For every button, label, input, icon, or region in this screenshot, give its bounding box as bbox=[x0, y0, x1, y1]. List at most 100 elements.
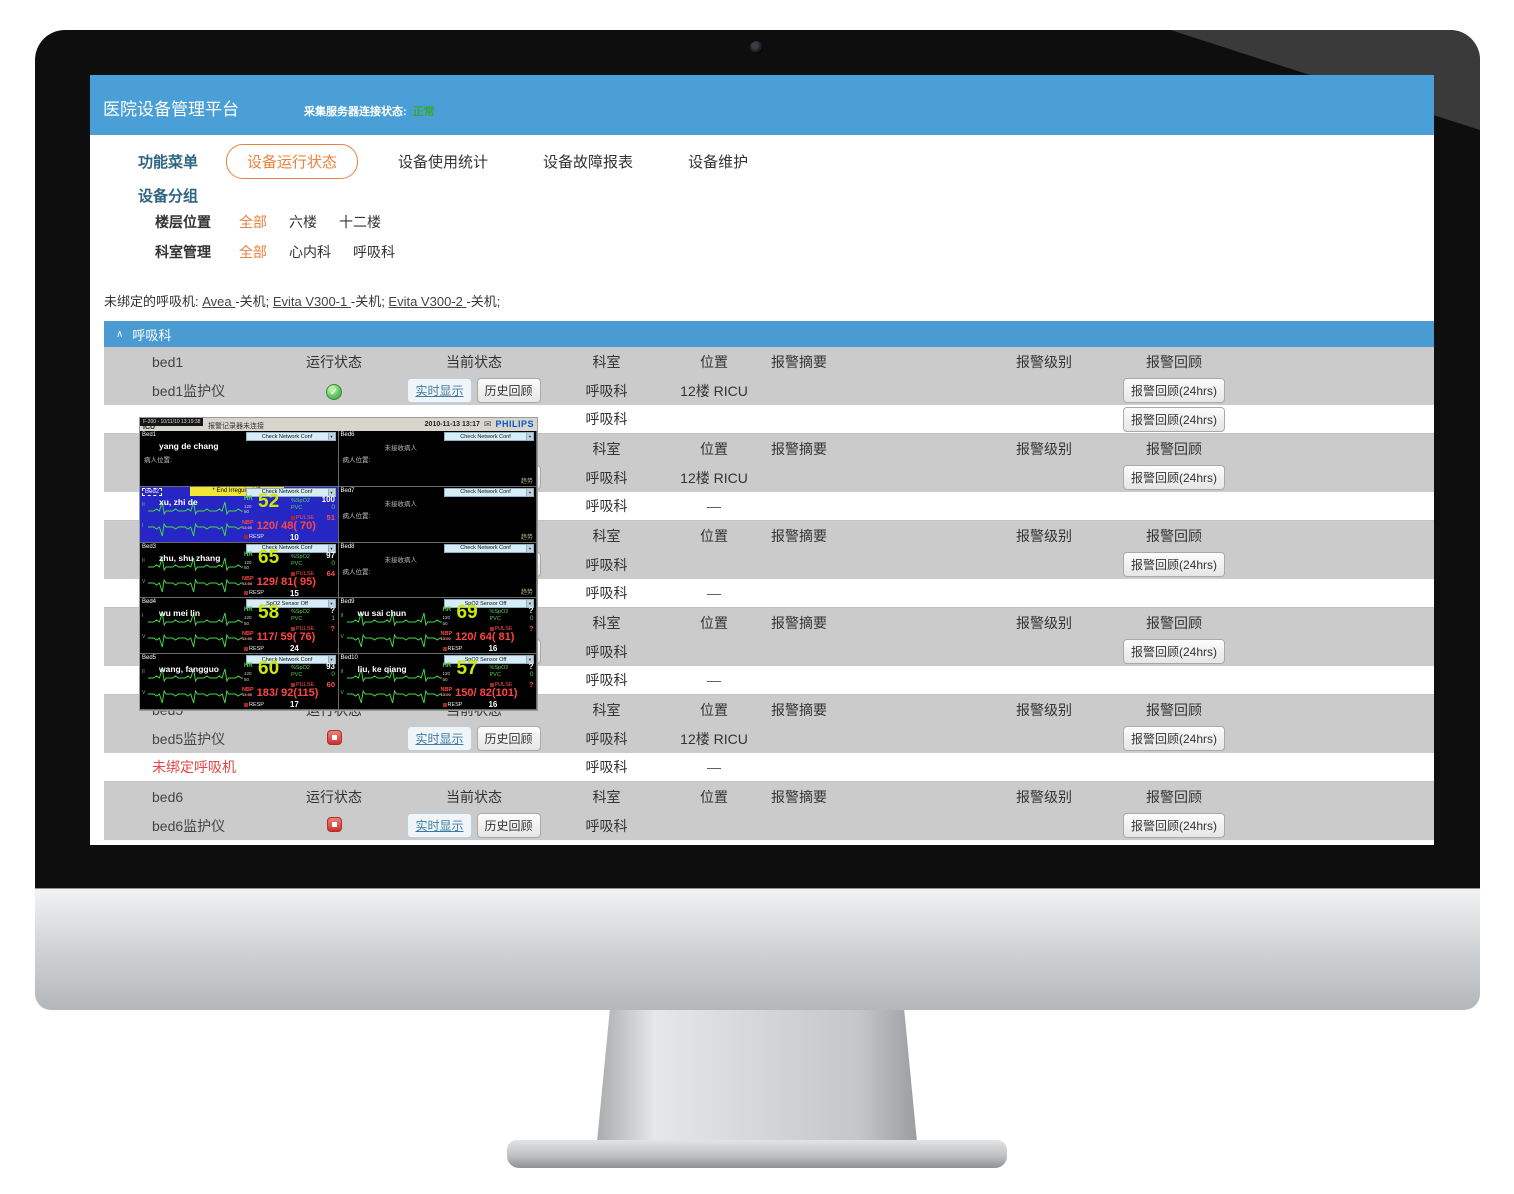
filter-option-department-2[interactable]: 呼吸科 bbox=[353, 244, 395, 260]
alarm-review-button[interactable]: 报警回顾(24hrs) bbox=[1122, 639, 1225, 664]
current-status-cell: 实时显示历史回顾 bbox=[394, 813, 554, 838]
alarm-off-icon bbox=[244, 702, 248, 707]
lead-label: II bbox=[142, 557, 145, 564]
alarm-review-button[interactable]: 报警回顾(24hrs) bbox=[1122, 726, 1225, 751]
monitor-row: bed5监护仪 实时显示 历史回顾 呼吸科 12楼 RICU 报警回顾(24hrs) bbox=[104, 724, 1434, 753]
alarm-recorder-message: 报警记录器未连接 bbox=[208, 423, 264, 430]
dept-cell: 呼吸科 bbox=[585, 556, 628, 573]
tab-device-fault-report[interactable]: 设备故障报表 bbox=[543, 153, 634, 171]
patient-name: wu mei lin bbox=[159, 608, 201, 619]
col-alarm-summary-label: 报警摘要 bbox=[771, 440, 827, 457]
status-stopped-icon bbox=[326, 729, 342, 745]
resp-row: RESP 15 bbox=[244, 589, 299, 597]
realtime-display-button[interactable]: 实时显示 bbox=[407, 813, 472, 838]
ventilator-link[interactable]: Evita V300-2 bbox=[388, 294, 467, 309]
pulse-row: PULSE? bbox=[291, 624, 335, 633]
tab-device-maintenance[interactable]: 设备维护 bbox=[688, 153, 749, 171]
realtime-display-button[interactable]: 实时显示 bbox=[407, 726, 472, 751]
dropdown-arrow-icon: ▼ bbox=[526, 433, 533, 440]
col-alarm-review-label: 报警回顾 bbox=[1146, 527, 1202, 544]
hr-alarm-limits: 120 50 bbox=[244, 615, 252, 627]
alarm-review-button[interactable]: 报警回顾(24hrs) bbox=[1122, 552, 1225, 577]
pvc-label: PVC bbox=[489, 672, 501, 679]
monitor-chin bbox=[35, 888, 1480, 1010]
pulse-row: PULSE? bbox=[489, 624, 534, 633]
alarm-review-button[interactable]: 报警回顾(24hrs) bbox=[1122, 813, 1225, 838]
monitor-stand-neck bbox=[597, 1010, 917, 1142]
bed-label: Bed4 bbox=[142, 599, 157, 606]
alarm-off-icon bbox=[442, 702, 447, 707]
alarm-off-icon bbox=[244, 535, 248, 540]
col-alarm-summary-label: 报警摘要 bbox=[771, 527, 827, 544]
history-review-button[interactable]: 历史回顾 bbox=[476, 378, 541, 403]
nbp-label: NBP 13:00 bbox=[440, 687, 453, 698]
network-conf-dropdown[interactable]: SpO2 Sensor Off ▼ bbox=[444, 655, 534, 665]
network-conf-dropdown[interactable]: Check Network Conf ▼ bbox=[245, 543, 336, 553]
pvc-label: PVC bbox=[489, 616, 501, 623]
alarm-review-button[interactable]: 报警回顾(24hrs) bbox=[1122, 465, 1225, 490]
spo2-row: %SpO2 93 bbox=[291, 662, 335, 671]
patient-location-label: 病人位置: bbox=[342, 568, 371, 576]
alarm-off-icon bbox=[291, 515, 295, 520]
network-conf-dropdown[interactable]: SpO2 Sensor Off ▼ bbox=[444, 599, 534, 609]
alarm-review-button[interactable]: 报警回顾(24hrs) bbox=[1122, 378, 1225, 403]
nbp-time: 13:00 bbox=[242, 524, 253, 530]
lead-label: II bbox=[142, 501, 145, 508]
ventilator-link[interactable]: Avea bbox=[202, 294, 236, 309]
network-conf-dropdown[interactable]: Check Network Conf ▼ bbox=[444, 543, 534, 553]
pvc-row: PVC 0 bbox=[291, 671, 335, 680]
filter-label-floor-location: 楼层位置 bbox=[155, 214, 211, 230]
spo2-value: 100 bbox=[321, 494, 335, 504]
ecg-waveform bbox=[148, 669, 243, 683]
ventilator-status: -关机; bbox=[350, 294, 389, 309]
nbp-value: 120/ 48( 70) bbox=[256, 519, 316, 532]
alarm-review-button[interactable]: 报警回顾(24hrs) bbox=[1122, 406, 1225, 432]
nbp-label: NBP 13:00 bbox=[242, 631, 254, 642]
network-conf-dropdown[interactable]: Check Network Conf ▼ bbox=[245, 655, 336, 665]
hr-label: HR bbox=[244, 495, 253, 502]
bed-label: Bed10 bbox=[340, 655, 358, 662]
resp-value: 16 bbox=[488, 700, 498, 710]
nbp-time: 13:00 bbox=[440, 636, 451, 642]
network-conf-dropdown[interactable]: Check Network Conf ▼ bbox=[245, 487, 336, 497]
pulse-label: PULSE bbox=[291, 571, 314, 577]
history-review-button[interactable]: 历史回顾 bbox=[476, 726, 541, 751]
ventilator-link[interactable]: Evita V300-1 bbox=[272, 294, 351, 309]
nbp-time: 13:00 bbox=[440, 692, 451, 698]
lead-label: V bbox=[142, 578, 146, 585]
network-conf-dropdown[interactable]: SpO2 Sensor Off ▼ bbox=[245, 599, 336, 609]
browser-page: 医院设备管理平台 采集服务器连接状态: 正常 功能菜单 设备运行状态 设备使用统计… bbox=[90, 75, 1434, 845]
col-current-status-label: 当前状态 bbox=[446, 788, 502, 805]
section-bar-respiratory[interactable]: ∧ 呼吸科 bbox=[104, 321, 1434, 347]
network-conf-dropdown[interactable]: Check Network Conf ▼ bbox=[245, 432, 336, 441]
network-conf-dropdown[interactable]: Check Network Conf ▼ bbox=[444, 487, 534, 497]
col-department-label: 科室 bbox=[592, 440, 621, 457]
pvc-label: PVC bbox=[291, 616, 303, 623]
dropdown-value: Check Network Conf bbox=[460, 433, 511, 440]
tab-device-run-status[interactable]: 设备运行状态 bbox=[226, 143, 359, 179]
tab-device-usage-stats[interactable]: 设备使用统计 bbox=[398, 153, 489, 171]
waveform-area: II I bbox=[142, 500, 243, 541]
filter-option-floor-location-1[interactable]: 六楼 bbox=[289, 214, 317, 230]
waveform-area: II V bbox=[341, 611, 442, 652]
ecg-waveform bbox=[346, 669, 442, 683]
filter-option-department-0[interactable]: 全部 bbox=[239, 244, 267, 260]
filter-option-floor-location-0[interactable]: 全部 bbox=[239, 214, 267, 230]
collapse-caret-icon[interactable]: ∧ bbox=[116, 328, 124, 340]
spo2-value: ? bbox=[528, 606, 534, 616]
numerics-column: %SpO2 93 PVC 0 PULSE 60 bbox=[291, 662, 335, 689]
filter-option-floor-location-2[interactable]: 十二楼 bbox=[339, 214, 381, 230]
loc-cell: — bbox=[707, 585, 721, 601]
filter-option-department-1[interactable]: 心内科 bbox=[289, 244, 331, 260]
resp-row: RESP 24 bbox=[244, 644, 299, 653]
network-conf-dropdown[interactable]: Check Network Conf ▼ bbox=[444, 432, 534, 441]
history-review-button[interactable]: 历史回顾 bbox=[476, 813, 541, 838]
pulse-label: PULSE bbox=[291, 682, 314, 688]
patient-name: zhu, shu zhang bbox=[159, 552, 221, 563]
col-alarm-level-label: 报警级别 bbox=[1016, 353, 1072, 370]
realtime-display-button[interactable]: 实时显示 bbox=[407, 378, 472, 403]
dropdown-arrow-icon: ▼ bbox=[327, 600, 335, 608]
hr-value: 57 bbox=[456, 658, 478, 680]
